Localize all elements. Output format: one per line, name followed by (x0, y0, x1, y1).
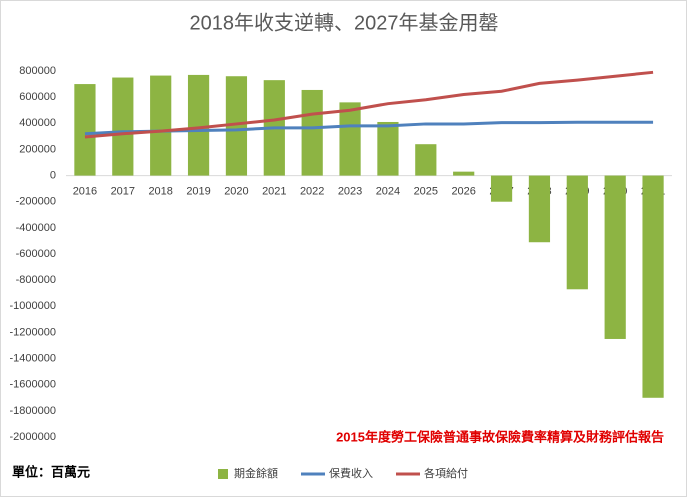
y-tick-label: -1600000 (10, 379, 57, 391)
x-tick-label: 2016 (73, 185, 97, 197)
x-tick-label: 2018 (148, 185, 172, 197)
x-tick-label: 2024 (376, 185, 400, 197)
bar (566, 175, 588, 290)
y-tick-label: 200000 (19, 143, 56, 155)
line (84, 70, 654, 139)
bar (74, 84, 96, 176)
x-tick-label: 2020 (224, 185, 248, 197)
x-tick-label: 2025 (414, 185, 438, 197)
y-tick-label: -400000 (16, 222, 56, 234)
bar (339, 102, 361, 176)
legend-label: 保費收入 (329, 466, 373, 480)
bar (415, 144, 437, 176)
bar (604, 175, 626, 339)
bar (112, 77, 134, 176)
y-tick-label: 800000 (19, 65, 56, 77)
x-tick-label: 2026 (451, 185, 475, 197)
y-tick-label: -2000000 (10, 431, 57, 443)
y-tick-label: 0 (50, 169, 56, 181)
bar (301, 89, 323, 176)
y-tick-label: 400000 (19, 117, 56, 129)
annotation: 2015年度勞工保險普通事故保險費率精算及財務評估報告 (336, 429, 664, 444)
x-tick-label: 2023 (338, 185, 362, 197)
legend-label: 期金餘額 (234, 466, 278, 480)
bar (453, 171, 475, 176)
x-tick-label: 2017 (111, 185, 135, 197)
bar (150, 75, 172, 176)
bar (377, 121, 399, 176)
legend-swatch (218, 469, 228, 479)
y-tick-label: -600000 (16, 248, 56, 260)
x-tick-label: 2019 (186, 185, 210, 197)
bar (225, 76, 248, 176)
x-tick-label: 2022 (300, 185, 324, 197)
y-tick-label: -1000000 (10, 300, 57, 312)
y-tick-label: -1400000 (10, 352, 57, 364)
y-tick-label: -800000 (16, 274, 56, 286)
unit-label: 單位：百萬元 (12, 464, 90, 479)
y-tick-label: -200000 (16, 196, 56, 208)
y-tick-label: -1800000 (10, 405, 57, 417)
bar (642, 175, 664, 398)
bar (490, 175, 513, 202)
x-tick-label: 2021 (262, 185, 286, 197)
chart-title: 2018年收支逆轉、2027年基金用罄 (190, 11, 499, 34)
bar (528, 175, 551, 243)
y-tick-label: -1200000 (10, 326, 57, 338)
legend-label: 各項給付 (424, 466, 468, 480)
bar (187, 74, 210, 176)
y-tick-label: 600000 (19, 91, 56, 103)
